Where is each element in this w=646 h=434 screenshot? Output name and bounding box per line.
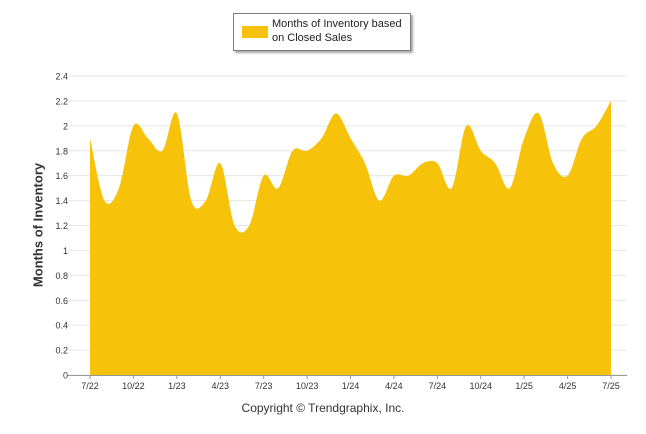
x-tick-label: 1/25: [515, 381, 533, 391]
y-tick-label: 2: [63, 121, 68, 131]
y-tick-label: 0.2: [55, 346, 68, 356]
y-tick-label: 1.2: [55, 221, 68, 231]
x-tick-label: 1/23: [168, 381, 186, 391]
x-tick-label: 7/23: [255, 381, 273, 391]
copyright-text: Copyright © Trendgraphix, Inc.: [241, 401, 405, 415]
x-tick-label: 7/22: [81, 381, 99, 391]
y-tick-label: 0.4: [55, 321, 68, 331]
series-area: [90, 100, 611, 376]
y-tick-label: 0: [63, 371, 68, 381]
y-tick-label: 0.6: [55, 296, 68, 306]
x-tick-label: 10/23: [296, 381, 319, 391]
x-tick-label: 10/24: [469, 381, 492, 391]
y-tick-label: 0.8: [55, 271, 68, 281]
y-tick-label: 1.4: [55, 196, 68, 206]
legend-label: Months of Inventory based on Closed Sale…: [272, 18, 402, 44]
y-tick-label: 2.4: [55, 72, 68, 82]
y-axis-title: Months of Inventory: [30, 162, 46, 288]
y-tick-label: 1.8: [55, 146, 68, 156]
series-area-layer: [90, 100, 611, 376]
x-tick-label: 1/24: [342, 381, 360, 391]
x-tick-label: 7/24: [429, 381, 447, 391]
y-tick-label: 1.6: [55, 171, 68, 181]
x-tick-label: 4/23: [211, 381, 229, 391]
x-tick-label: 4/25: [559, 381, 577, 391]
x-tick-label: 7/25: [602, 381, 620, 391]
y-tick-label: 1: [63, 246, 68, 256]
x-tick-label: 10/22: [122, 381, 145, 391]
x-tick-label: 4/24: [385, 381, 403, 391]
axes: 0 0.2 0.4 0.6 0.8 1 1.2 1.4 1.6 1.8 2 2.2 2.4 7/22 10/…: [55, 72, 627, 391]
legend-swatch: [242, 26, 268, 38]
legend: Months of Inventory based on Closed Sale…: [233, 13, 411, 51]
y-tick-label: 2.2: [55, 96, 68, 106]
